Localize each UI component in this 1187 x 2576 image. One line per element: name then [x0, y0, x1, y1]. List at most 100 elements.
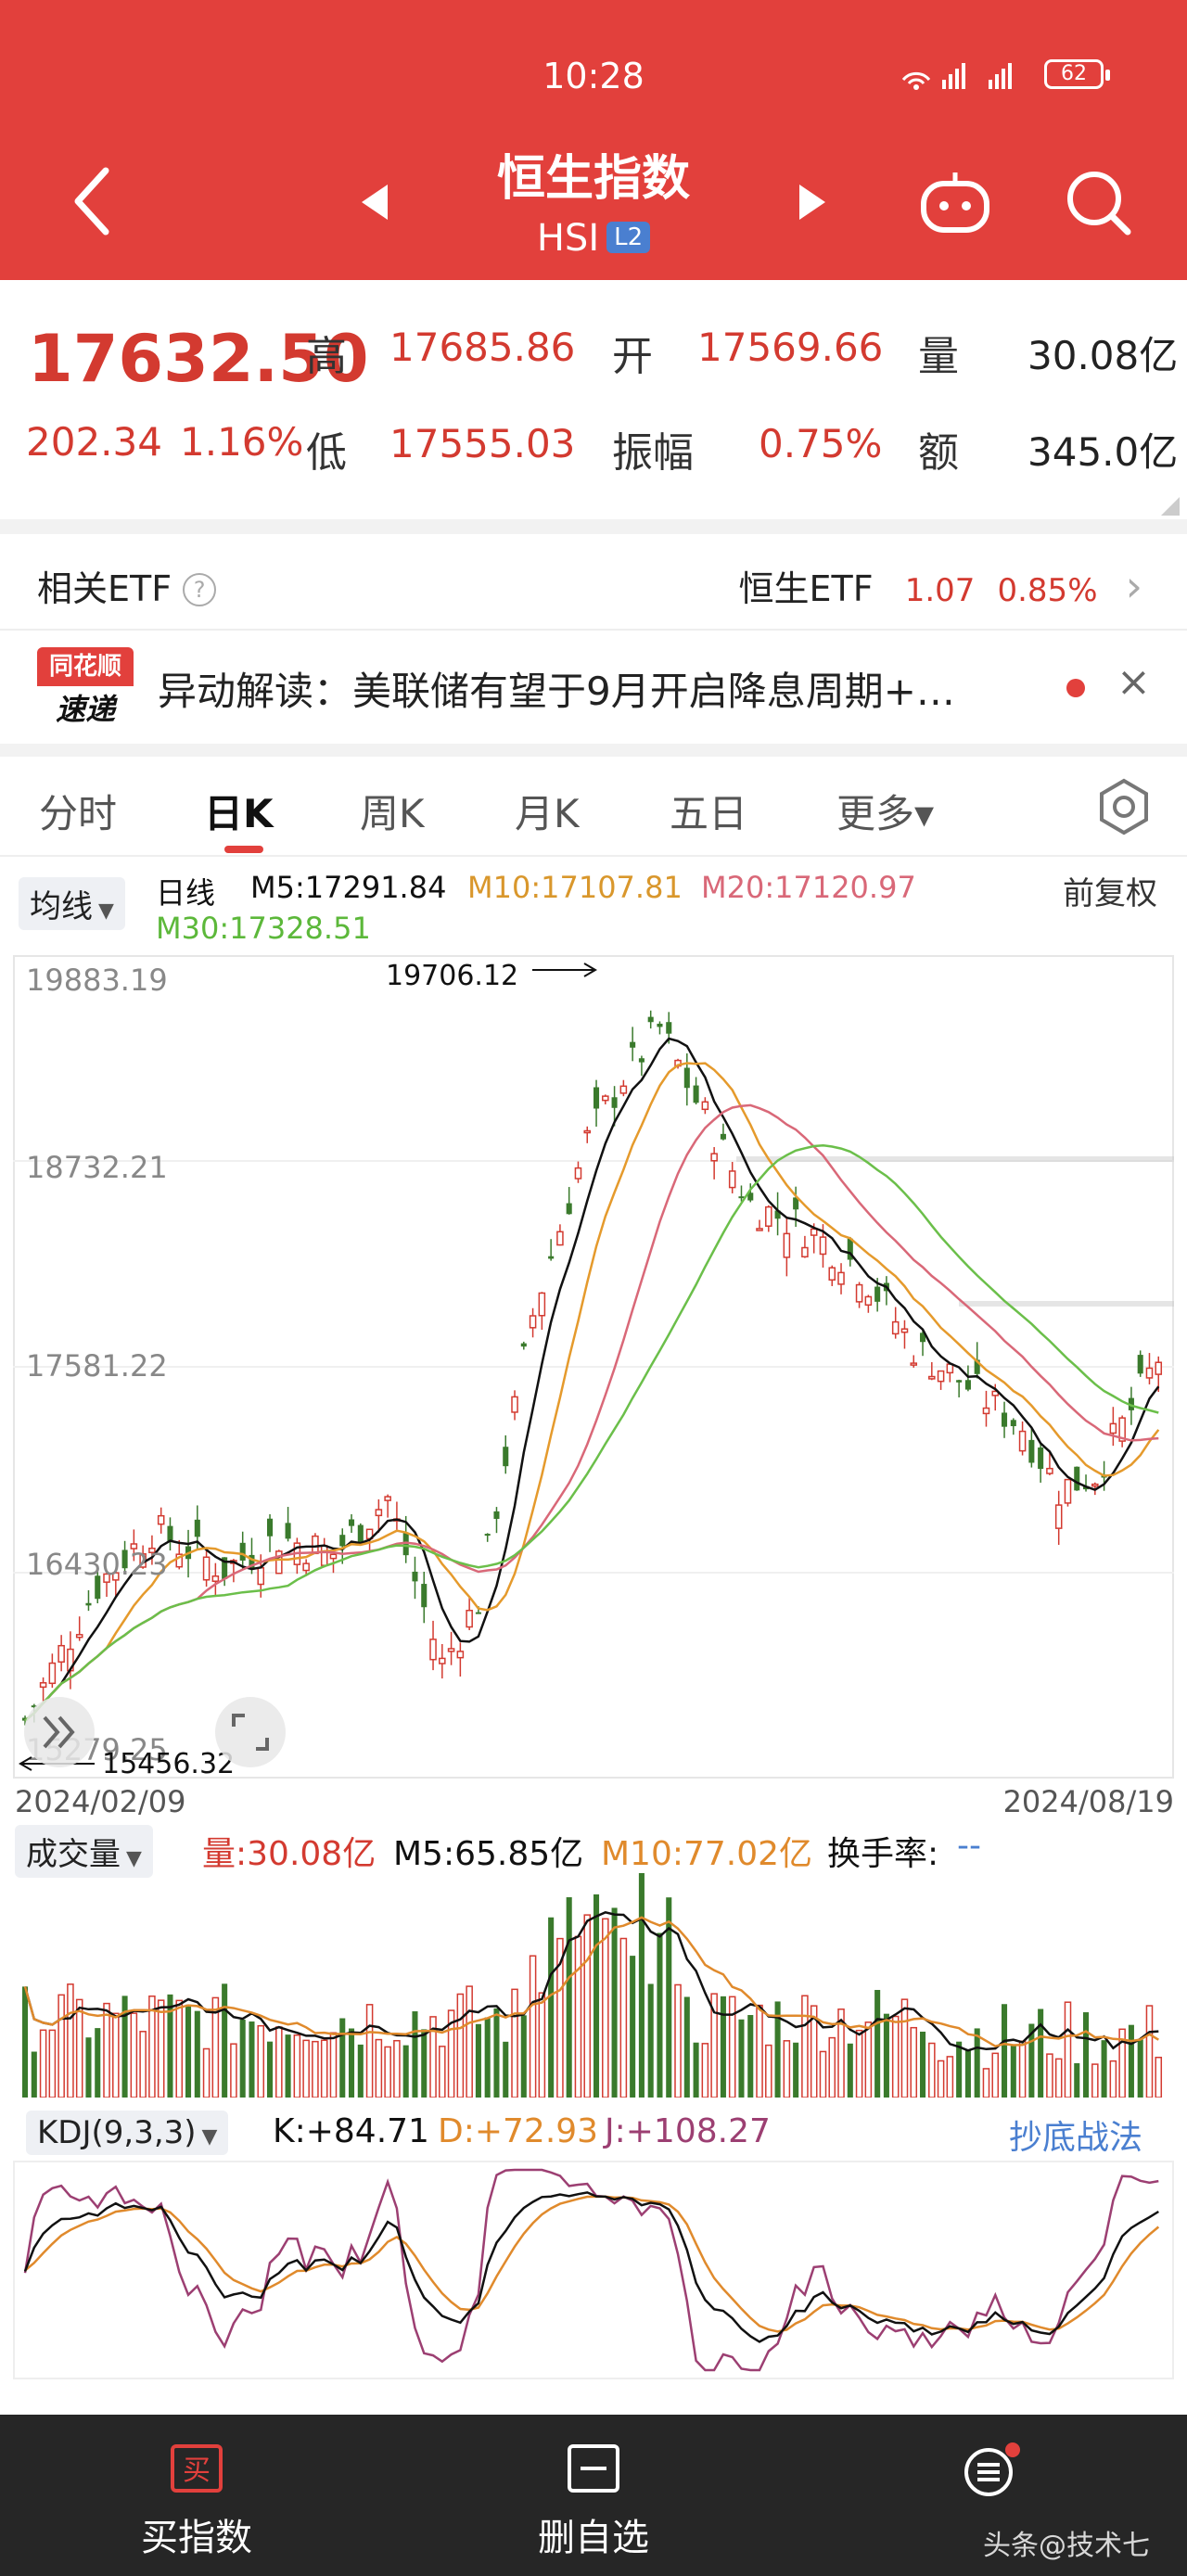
volume-bar	[747, 2015, 754, 2098]
period-label: 日线	[156, 875, 216, 911]
candle	[148, 1547, 156, 1554]
expand-corner-icon[interactable]	[1161, 497, 1180, 516]
tab-more[interactable]: 更多▾	[836, 791, 935, 836]
volume-bar	[393, 2039, 401, 2098]
search-icon[interactable]	[1063, 167, 1133, 237]
volume-bar	[22, 1986, 29, 2098]
divider	[0, 519, 1187, 534]
back-button[interactable]	[65, 159, 121, 243]
tab-intraday[interactable]: 分时	[39, 791, 118, 836]
scroll-left-icon[interactable]	[24, 1697, 95, 1767]
volume-bar	[167, 1994, 173, 2098]
strategy-link[interactable]: 抄底战法	[1009, 2119, 1143, 2157]
caret-down-icon: ▼	[126, 1847, 142, 1870]
volume-bar	[1109, 2060, 1117, 2098]
turnover-value: --	[957, 1827, 981, 1865]
kdj-k-line	[23, 2191, 1159, 2343]
candle	[594, 1087, 600, 1109]
etf-quote[interactable]: 恒生ETF 1.07 0.85% ›	[739, 560, 1143, 611]
volume-dropdown[interactable]: 成交量 ▼	[15, 1825, 153, 1878]
volume-bar	[421, 2029, 428, 2098]
volume-bar	[920, 2031, 926, 2098]
volume-bar	[1064, 2001, 1072, 2098]
adjust-mode[interactable]: 前复权	[1063, 875, 1157, 912]
candle	[1118, 1417, 1126, 1442]
app-header: 10:28 62 恒生指数 HSI L2	[0, 0, 1187, 280]
m10-value: M10:17107.81	[467, 870, 683, 905]
volume-bar	[937, 2060, 945, 2098]
settings-hexagon-icon[interactable]	[1094, 777, 1154, 836]
kdj-j-line	[23, 2168, 1159, 2372]
buy-index-button[interactable]: 买 买指数	[67, 2415, 326, 2576]
kdj-chart[interactable]	[13, 2161, 1174, 2379]
robot-assistant-icon[interactable]	[916, 167, 994, 241]
volume-bar	[819, 2050, 827, 2098]
volume-bar	[130, 2012, 138, 2098]
m20-value: M20:17120.97	[701, 870, 916, 905]
volume-bar	[594, 1894, 600, 2098]
volume-bar	[103, 2002, 110, 2098]
volume-chart[interactable]	[13, 1871, 1174, 2098]
ma20-line	[24, 1103, 1159, 1722]
ma-dropdown-label: 均线	[30, 888, 93, 925]
kline-chart[interactable]: 19883.19 18732.21 17581.22 16430.23 1527…	[13, 955, 1174, 1780]
candle	[693, 1085, 699, 1103]
candle	[611, 1097, 618, 1108]
next-stock-button[interactable]	[794, 181, 831, 223]
candle	[57, 1644, 65, 1664]
volume-bar	[293, 2034, 301, 2098]
etf-price: 1.07	[904, 572, 976, 609]
tab-daily-k[interactable]: 日K	[204, 791, 274, 836]
menu-icon	[961, 2442, 1020, 2496]
candle	[511, 1396, 518, 1413]
remove-watchlist-button[interactable]: 删自选	[464, 2415, 723, 2576]
volume-value: 30.08亿	[1027, 333, 1179, 378]
remove-watchlist-icon	[566, 2442, 621, 2494]
close-icon[interactable]: ×	[1117, 658, 1151, 706]
menu-button[interactable]	[859, 2415, 1118, 2576]
kdj-dropdown[interactable]: KDJ(9,3,3) ▼	[26, 2111, 229, 2155]
candle	[566, 1203, 572, 1215]
candle	[982, 1407, 990, 1415]
volume-dropdown-label: 成交量	[26, 1836, 121, 1873]
volume-bar	[230, 2043, 237, 2098]
candle	[1137, 1355, 1143, 1374]
volume-bar	[1145, 2005, 1154, 2098]
y-label-4: 16430.23	[26, 1547, 168, 1582]
amount-label: 额	[918, 429, 959, 477]
chevron-right-icon: ›	[1125, 561, 1142, 611]
candle	[1010, 1420, 1016, 1427]
candle	[556, 1231, 564, 1246]
y-label-2: 18732.21	[26, 1150, 168, 1185]
news-headline[interactable]: 异动解读：美联储有望于9月开启降息周期+…	[158, 669, 955, 714]
volume-bar	[855, 2029, 863, 2098]
help-icon[interactable]: ?	[183, 573, 217, 606]
candle	[801, 1246, 809, 1258]
fullscreen-icon[interactable]	[215, 1697, 286, 1767]
volume-bar	[239, 2019, 246, 2098]
volume-bar	[267, 2041, 274, 2098]
candle	[1145, 1367, 1154, 1379]
candle	[157, 1514, 165, 1525]
candle	[339, 1535, 346, 1547]
volume-bar	[720, 1996, 726, 2098]
candle	[456, 1651, 465, 1659]
news-banner[interactable]: 同花顺 速递 异动解读：美联储有望于9月开启降息周期+… ×	[0, 629, 1187, 744]
candle	[39, 1682, 47, 1689]
candle	[638, 1058, 645, 1063]
volume-bar	[67, 1983, 74, 2098]
candle	[710, 1153, 718, 1162]
volume-bar	[185, 2004, 192, 2098]
tab-five-day[interactable]: 五日	[670, 791, 748, 836]
prev-stock-button[interactable]	[356, 181, 393, 223]
date-end: 2024/08/19	[1002, 1784, 1174, 1819]
signal-icon	[900, 59, 1029, 96]
ma-dropdown[interactable]: 均线 ▼	[19, 877, 125, 930]
tab-weekly-k[interactable]: 周K	[360, 791, 425, 836]
candle	[103, 1573, 110, 1583]
caret-down-icon: ▼	[201, 2125, 218, 2149]
tab-monthly-k[interactable]: 月K	[515, 791, 580, 836]
related-etf-row[interactable]: 相关ETF? 恒生ETF 1.07 0.85% ›	[0, 534, 1187, 627]
volume-bar	[611, 1907, 618, 2098]
open-value: 17569.66	[697, 325, 884, 370]
